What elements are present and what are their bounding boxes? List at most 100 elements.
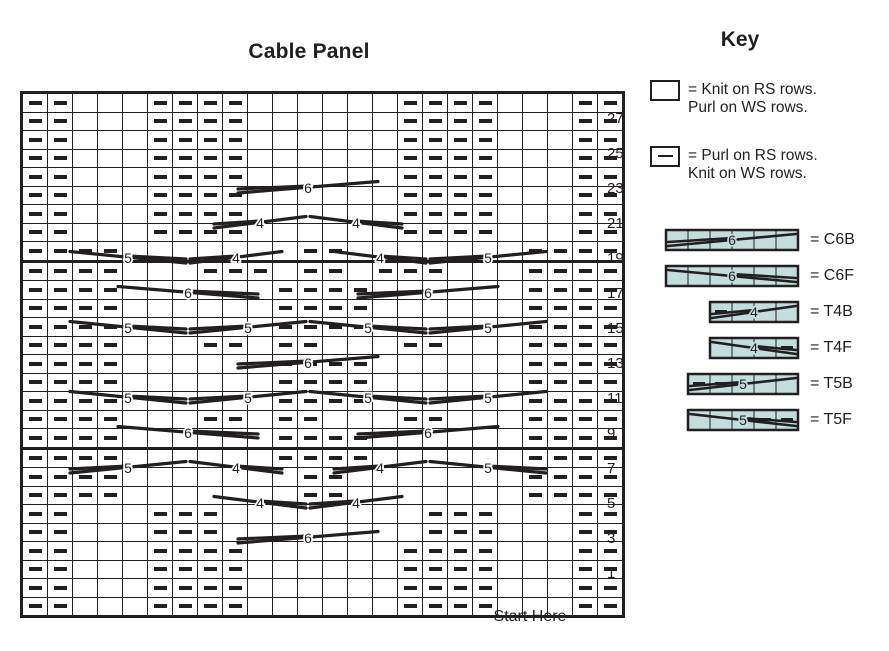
chart-cell <box>72 504 98 524</box>
chart-cell <box>472 317 498 337</box>
row-number: 3 <box>607 529 616 547</box>
chart-cell <box>247 578 273 598</box>
chart-cell <box>47 354 73 374</box>
chart-cell <box>197 504 223 524</box>
chart-cell <box>72 241 98 263</box>
chart-cell <box>247 354 273 374</box>
chart-cell <box>47 409 73 429</box>
c6f-symbol-icon: 6 <box>650 264 800 288</box>
chart-cell <box>347 185 373 205</box>
chart-cell <box>472 335 498 355</box>
key-cable-entry: 5 = T5B <box>650 366 889 402</box>
chart-cell <box>172 222 198 242</box>
chart-cell <box>122 391 148 411</box>
chart-cell <box>397 130 423 150</box>
chart-cell <box>21 409 48 429</box>
chart-cell <box>447 92 473 113</box>
chart-cell <box>97 541 123 561</box>
chart-cell <box>372 260 398 281</box>
chart-cell <box>322 504 348 524</box>
chart-cell <box>272 447 298 468</box>
chart-cell <box>21 204 48 224</box>
chart-cell <box>347 298 373 318</box>
chart-cell <box>322 148 348 168</box>
chart-cell <box>297 391 323 411</box>
chart-cell <box>247 504 273 524</box>
chart-cell <box>122 280 148 300</box>
chart-cell <box>147 130 173 150</box>
chart-cell <box>522 428 548 450</box>
chart-cell <box>522 522 548 542</box>
chart-cell <box>372 372 398 392</box>
chart-cell <box>422 541 448 561</box>
chart-cell <box>272 559 298 579</box>
chart-cell <box>422 522 448 542</box>
chart-cell <box>72 280 98 300</box>
chart-cell <box>597 298 624 318</box>
chart-cell <box>572 354 598 374</box>
chart-cell <box>272 222 298 242</box>
chart-cell <box>372 522 398 542</box>
chart-cell <box>547 409 573 429</box>
chart-cell <box>222 541 248 561</box>
chart-cell <box>522 298 548 318</box>
chart-cell <box>547 317 573 337</box>
chart-cell <box>21 222 48 242</box>
chart-cell <box>47 317 73 337</box>
chart-cell <box>21 354 48 374</box>
chart-cell <box>21 485 48 505</box>
chart-cell <box>547 185 573 205</box>
chart-cell <box>447 204 473 224</box>
chart-cell <box>547 504 573 524</box>
chart-row <box>21 241 624 263</box>
chart-cell <box>247 185 273 205</box>
chart-cell <box>597 522 624 542</box>
key-cable-label: = T5B <box>810 375 853 392</box>
chart-cell <box>72 596 98 617</box>
chart-cell <box>497 204 523 224</box>
chart-cell <box>122 185 148 205</box>
chart-cell <box>347 372 373 392</box>
chart-cell <box>597 260 624 281</box>
chart-cell <box>97 185 123 205</box>
chart-cell <box>122 541 148 561</box>
chart-row <box>21 185 624 205</box>
chart-cell <box>422 298 448 318</box>
key-cable-entry: 5 = T5F <box>650 402 889 438</box>
chart-cell <box>372 559 398 579</box>
chart-cell <box>322 185 348 205</box>
chart-cell <box>197 280 223 300</box>
chart-cell <box>497 317 523 337</box>
chart-cell <box>172 280 198 300</box>
chart-cell <box>547 485 573 505</box>
chart-cell <box>572 559 598 579</box>
chart-cell <box>197 241 223 263</box>
chart-cell <box>172 485 198 505</box>
chart-cell <box>172 317 198 337</box>
svg-text:4: 4 <box>750 304 758 320</box>
chart-cell <box>347 409 373 429</box>
chart-cell <box>372 111 398 131</box>
chart-cell <box>522 148 548 168</box>
chart-cell <box>472 578 498 598</box>
chart-cell <box>297 111 323 131</box>
chart-cell <box>547 391 573 411</box>
chart-cell <box>97 467 123 487</box>
chart-cell <box>247 335 273 355</box>
chart-cell <box>47 541 73 561</box>
page-title: Cable Panel <box>248 40 370 63</box>
chart-cell <box>272 541 298 561</box>
chart-cell <box>322 541 348 561</box>
chart-cell <box>372 167 398 187</box>
chart-cell <box>447 167 473 187</box>
chart-cell <box>397 222 423 242</box>
chart-cell <box>21 280 48 300</box>
chart-cell <box>247 391 273 411</box>
chart-cell <box>572 409 598 429</box>
chart-cell <box>372 185 398 205</box>
chart-cell <box>172 428 198 450</box>
chart-cell <box>497 280 523 300</box>
chart-cell <box>172 578 198 598</box>
t5b-symbol-icon: 5 <box>650 372 800 396</box>
